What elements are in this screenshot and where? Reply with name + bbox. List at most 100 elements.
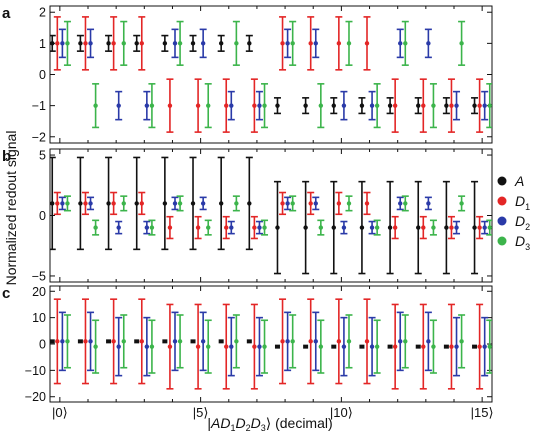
- point-D1: [280, 201, 285, 206]
- point-D2: [426, 339, 431, 344]
- point-A: [415, 344, 421, 349]
- legend-entry-A: A: [497, 173, 524, 189]
- legend-marker: [497, 196, 507, 206]
- data-points: [50, 16, 492, 133]
- point-D3: [206, 344, 211, 349]
- y-axis-label: Normalized redout signal: [3, 131, 19, 286]
- point-D1: [364, 339, 370, 344]
- point-A: [303, 103, 308, 108]
- legend-label: A: [514, 173, 524, 189]
- point-D1: [252, 344, 257, 349]
- point-A: [472, 344, 478, 349]
- point-D2: [341, 225, 347, 230]
- point-A: [106, 41, 111, 46]
- point-D1: [252, 225, 257, 230]
- legend-marker: [497, 176, 507, 186]
- y-tick-label: −10: [25, 364, 46, 378]
- y-tick-label: 2: [39, 6, 46, 20]
- point-D2: [341, 344, 347, 349]
- y-tick-label: 0: [39, 209, 46, 223]
- point-D3: [374, 344, 380, 349]
- point-D3: [121, 339, 126, 344]
- point-A: [331, 344, 337, 349]
- point-D2: [60, 201, 65, 206]
- point-D1: [139, 41, 144, 46]
- point-D1: [111, 41, 116, 46]
- point-D1: [83, 339, 88, 344]
- point-D2: [454, 344, 459, 349]
- point-D3: [431, 344, 436, 349]
- data-points: [50, 156, 492, 275]
- point-D1: [224, 103, 229, 108]
- point-D3: [206, 225, 211, 230]
- point-D3: [290, 201, 295, 206]
- point-D3: [487, 344, 492, 349]
- point-D1: [280, 339, 285, 344]
- point-D3: [459, 339, 464, 344]
- point-D1: [336, 201, 342, 206]
- point-D1: [55, 201, 60, 206]
- y-tick-label: 5: [39, 149, 46, 163]
- point-A: [275, 103, 280, 108]
- panel-b: b −5 0 5: [2, 148, 493, 283]
- point-A: [134, 339, 140, 344]
- point-D3: [374, 225, 380, 230]
- y-tick-label: 0: [39, 338, 46, 352]
- point-A: [78, 201, 83, 206]
- point-A: [218, 339, 224, 344]
- y-tick-label: 10: [32, 311, 46, 325]
- point-A: [303, 344, 309, 349]
- point-D3: [177, 339, 183, 344]
- x-tick-label: |10⟩: [330, 405, 353, 420]
- point-D1: [308, 201, 313, 206]
- point-D3: [93, 103, 98, 108]
- point-D2: [398, 201, 403, 206]
- y-tick-label: −5: [32, 269, 46, 283]
- point-A: [359, 103, 365, 108]
- point-D2: [313, 201, 318, 206]
- point-D1: [195, 225, 201, 230]
- point-D3: [234, 339, 239, 344]
- point-D3: [93, 344, 98, 349]
- point-A: [359, 344, 365, 349]
- point-D2: [285, 201, 290, 206]
- point-A: [190, 41, 196, 46]
- point-D1: [83, 201, 88, 206]
- point-A: [274, 344, 280, 349]
- point-D1: [336, 339, 342, 344]
- point-A: [331, 225, 336, 230]
- point-D2: [144, 225, 150, 230]
- point-D3: [65, 339, 70, 344]
- point-A: [416, 225, 421, 230]
- point-D3: [177, 201, 183, 206]
- point-D3: [346, 201, 352, 206]
- panel-frame: [49, 5, 493, 144]
- point-D2: [200, 201, 206, 206]
- y-tick-label: −20: [25, 390, 46, 404]
- point-D1: [280, 41, 285, 46]
- legend-marker: [497, 216, 507, 226]
- point-D3: [290, 41, 295, 46]
- point-D1: [477, 344, 482, 349]
- point-A: [247, 201, 252, 206]
- point-D2: [454, 225, 459, 230]
- point-D3: [403, 41, 408, 46]
- point-D1: [195, 103, 201, 108]
- point-D3: [234, 201, 239, 206]
- point-D3: [431, 225, 436, 230]
- point-A: [134, 41, 139, 46]
- point-D2: [172, 41, 178, 46]
- point-D1: [392, 225, 398, 230]
- y-tick-label: −2: [32, 130, 46, 144]
- legend-entry-D2: D2: [497, 213, 530, 232]
- panel-label: c: [2, 285, 10, 302]
- point-A: [218, 201, 224, 206]
- point-D2: [116, 344, 121, 349]
- point-D2: [116, 225, 121, 230]
- y-tick-label: 0: [39, 68, 46, 82]
- y-tick-label: 20: [32, 285, 46, 299]
- point-A: [218, 41, 224, 46]
- panel-label: a: [2, 5, 11, 22]
- point-D2: [116, 103, 121, 108]
- legend: A D1D2D3: [497, 173, 530, 252]
